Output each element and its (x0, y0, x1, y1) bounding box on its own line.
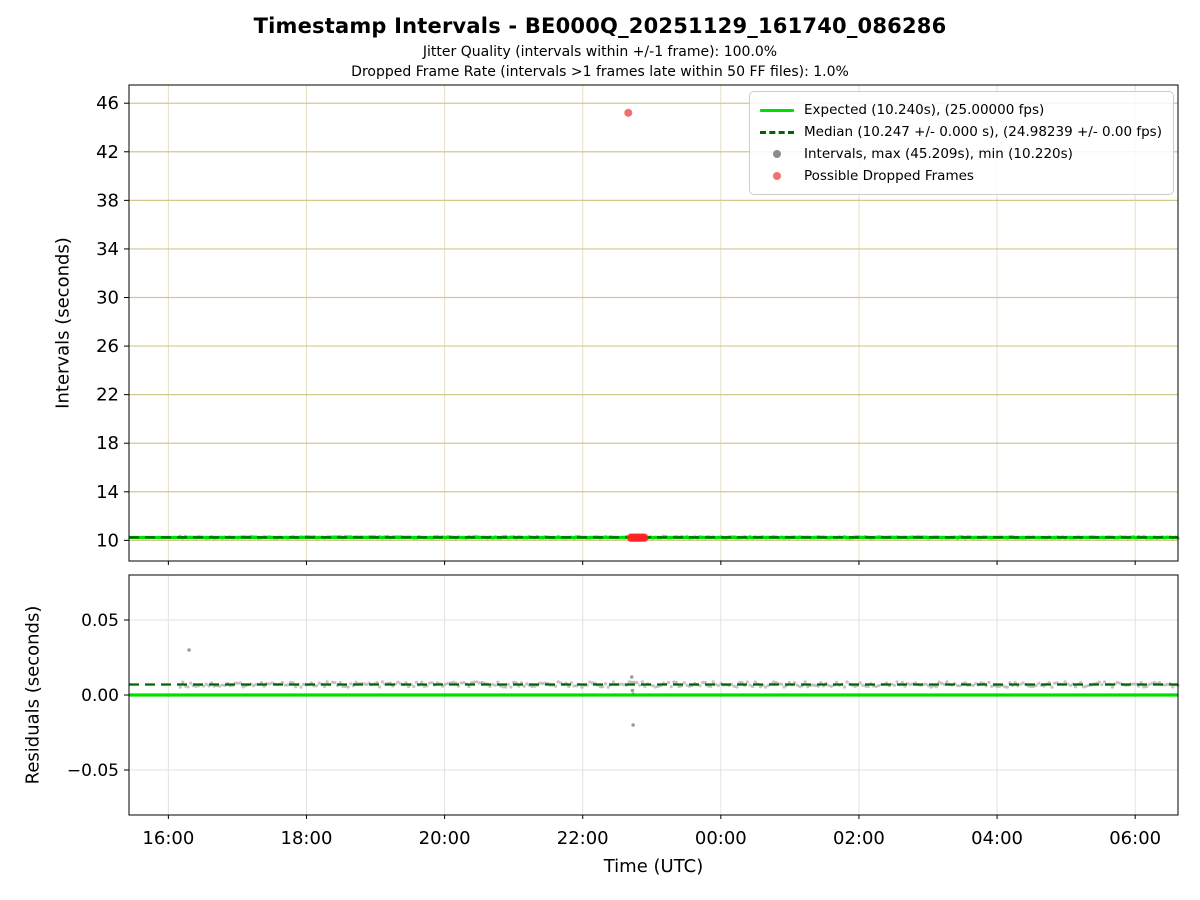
residuals-series (178, 648, 1180, 727)
svg-text:26: 26 (96, 336, 119, 357)
legend: Expected (10.240s), (25.00000 fps) Media… (748, 91, 1174, 195)
dropped-frames-markers (624, 108, 649, 542)
gray-dot-icon (772, 150, 781, 158)
red-dot-icon (772, 172, 781, 180)
svg-text:22:00: 22:00 (557, 828, 609, 849)
legend-label-median: Median (10.247 +/- 0.000 s), (24.98239 +… (803, 124, 1162, 140)
figure-title: Timestamp Intervals - BE000Q_20251129_16… (253, 14, 947, 38)
legend-item-expected: Expected (10.240s), (25.00000 fps) (759, 99, 1162, 121)
solid-green-line-icon (759, 108, 794, 112)
svg-text:18:00: 18:00 (281, 828, 333, 849)
svg-text:14: 14 (96, 482, 119, 503)
subtitle-jitter-quality: Jitter Quality (intervals within +/-1 fr… (422, 44, 778, 60)
svg-text:42: 42 (96, 142, 119, 163)
svg-text:16:00: 16:00 (142, 828, 194, 849)
svg-text:10: 10 (96, 530, 119, 551)
svg-text:04:00: 04:00 (971, 828, 1023, 849)
legend-label-dropped-frames: Possible Dropped Frames (803, 168, 974, 184)
legend-label-intervals: Intervals, max (45.209s), min (10.220s) (803, 146, 1073, 162)
axis-frame-top: 10 14 18 22 26 30 34 38 42 46 (96, 84, 1179, 565)
legend-item-dropped-frames: Possible Dropped Frames (759, 165, 1162, 187)
intervals-marker-swatch (759, 150, 795, 158)
legend-label-expected: Expected (10.240s), (25.00000 fps) (803, 102, 1045, 118)
svg-text:30: 30 (96, 288, 119, 309)
y-axis-label-residuals: Residuals (seconds) (22, 605, 44, 785)
svg-text:−0.05: −0.05 (67, 761, 119, 781)
expected-line-swatch (759, 108, 795, 112)
dropped-marker-swatch (759, 172, 795, 180)
svg-text:46: 46 (96, 93, 119, 114)
svg-text:0.00: 0.00 (81, 686, 119, 706)
x-axis-label-time: Time (UTC) (603, 856, 704, 877)
svg-text:22: 22 (96, 385, 119, 406)
axis-frame-bottom: −0.05 0.00 0.05 16:00 18:00 20:00 22:00 00:00 02… (67, 574, 1179, 849)
svg-text:38: 38 (96, 190, 119, 211)
legend-item-intervals: Intervals, max (45.209s), min (10.220s) (759, 143, 1162, 165)
svg-text:20:00: 20:00 (419, 828, 471, 849)
legend-item-median: Median (10.247 +/- 0.000 s), (24.98239 +… (759, 121, 1162, 143)
svg-text:0.05: 0.05 (81, 611, 119, 631)
svg-text:02:00: 02:00 (833, 828, 885, 849)
subtitle-dropped-frame-rate: Dropped Frame Rate (intervals >1 frames … (351, 64, 849, 80)
dashed-darkgreen-line-icon (759, 130, 794, 134)
svg-text:06:00: 06:00 (1109, 828, 1161, 849)
svg-text:18: 18 (96, 433, 119, 454)
y-axis-label-intervals: Intervals (seconds) (52, 237, 74, 409)
svg-text:34: 34 (96, 239, 119, 260)
median-line-swatch (759, 130, 795, 134)
svg-text:00:00: 00:00 (695, 828, 747, 849)
